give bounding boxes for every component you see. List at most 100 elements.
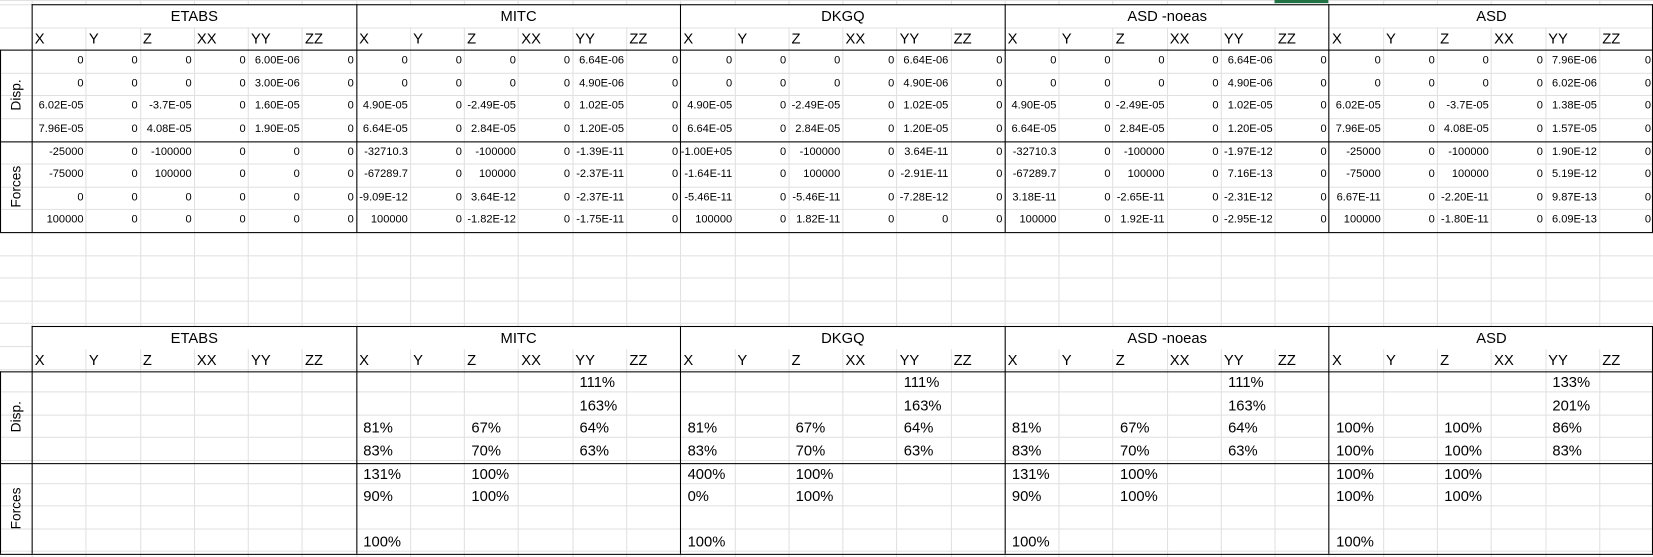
table-border	[680, 325, 682, 554]
cell: 3.00E-06	[254, 76, 300, 90]
column-header: ZZ	[629, 29, 648, 46]
grid-line	[0, 459, 1653, 462]
table-border	[0, 49, 1653, 51]
cell: 83%	[1011, 442, 1042, 459]
column-header: ZZ	[953, 350, 972, 368]
block-header: MITC	[356, 327, 681, 349]
cell: -2.91E-11	[900, 167, 949, 181]
cell: 4.90E-06	[579, 76, 625, 90]
cell: 0	[1212, 99, 1219, 113]
cell: -1.39E-11	[576, 145, 625, 158]
column-header: Z	[1115, 29, 1125, 46]
cell: 7.16E-13	[1227, 167, 1273, 181]
cell: 0	[455, 99, 462, 113]
cell: 0	[131, 213, 138, 227]
cell: 100000	[154, 167, 192, 181]
cell: 1.02E-05	[1227, 99, 1273, 113]
grid-line	[518, 0, 520, 557]
cell: 0	[1104, 190, 1111, 204]
cell: 0	[347, 99, 354, 113]
cell: 0	[996, 99, 1003, 113]
cell: 0	[780, 167, 787, 181]
cell: -1.80E-11	[1441, 213, 1489, 227]
table-border	[0, 462, 1653, 464]
grid-line	[572, 0, 574, 557]
column-header: Y	[737, 29, 748, 46]
cell: 163%	[579, 396, 618, 414]
cell: 0	[239, 76, 246, 90]
cell: 6.64E-06	[903, 53, 949, 67]
cell: 0	[671, 122, 679, 136]
cell: 0	[293, 167, 300, 181]
cell: 0	[1536, 99, 1543, 113]
cell: 0	[996, 145, 1003, 158]
cell: 100%	[1336, 487, 1374, 505]
cell: 0	[1320, 76, 1327, 90]
grid-line	[247, 0, 249, 557]
cell: 70%	[471, 442, 501, 459]
cell: 111%	[579, 373, 616, 391]
cell: 0	[671, 190, 679, 204]
cell: 0	[1644, 145, 1651, 158]
block-header: MITC	[356, 5, 681, 27]
column-header: YY	[899, 350, 920, 368]
column-header: ZZ	[1277, 29, 1296, 46]
cell: 5.19E-12	[1551, 167, 1597, 181]
cell: 0	[239, 53, 246, 67]
cell: 0	[996, 76, 1003, 90]
column-header: ZZ	[1602, 350, 1621, 368]
cell: -67289.7	[364, 167, 408, 181]
column-header: ZZ	[953, 29, 972, 46]
cell: 0	[293, 190, 300, 204]
table-border	[31, 325, 1653, 328]
grid-line	[0, 95, 1653, 97]
column-header: XX	[196, 350, 217, 368]
column-header: X	[1007, 29, 1018, 46]
cell: 0	[1320, 213, 1327, 227]
cell: 0	[1374, 53, 1381, 67]
block-header: ETABS	[32, 5, 356, 27]
cell: 0	[1374, 76, 1381, 90]
cell: 0	[1536, 53, 1543, 67]
cell: 0	[1212, 76, 1219, 90]
cell: -1.75E-11	[576, 213, 625, 227]
table-border	[31, 4, 33, 233]
grid-line	[1544, 0, 1547, 557]
grid-line	[355, 0, 357, 557]
cell: 0	[996, 122, 1003, 136]
cell: 0	[1644, 213, 1651, 227]
column-header: YY	[1548, 29, 1568, 46]
grid-line	[0, 368, 1653, 370]
column-header: XX	[845, 29, 866, 46]
cell: 100%	[687, 533, 726, 551]
cell: 0	[888, 53, 895, 67]
table-border	[1004, 4, 1006, 233]
cell: 0	[401, 76, 408, 90]
cell: 0	[1644, 190, 1651, 204]
cell: 67%	[1119, 419, 1150, 437]
cell: 0	[131, 76, 138, 90]
table-border	[355, 4, 357, 233]
cell: 0	[1212, 53, 1219, 67]
cell: 0	[131, 122, 138, 136]
cell: 64%	[1228, 419, 1258, 437]
cell: 0	[563, 190, 570, 204]
cell: 0	[671, 76, 679, 90]
table-border	[31, 325, 33, 554]
grid-line	[680, 0, 682, 557]
cell: 0	[455, 76, 462, 90]
cell: -100000	[475, 145, 516, 158]
cell: -100000	[1123, 145, 1165, 158]
cell: 0	[888, 76, 895, 90]
cell: 1.20E-05	[579, 122, 625, 136]
cell: 0	[888, 190, 895, 204]
cell: 9.87E-13	[1551, 190, 1597, 204]
table-border	[0, 371, 2, 554]
cell: 0	[1536, 190, 1543, 204]
grid-line	[734, 0, 736, 557]
cell: 0	[942, 213, 949, 227]
cell: 0	[671, 99, 679, 113]
cell: 0	[185, 53, 192, 67]
